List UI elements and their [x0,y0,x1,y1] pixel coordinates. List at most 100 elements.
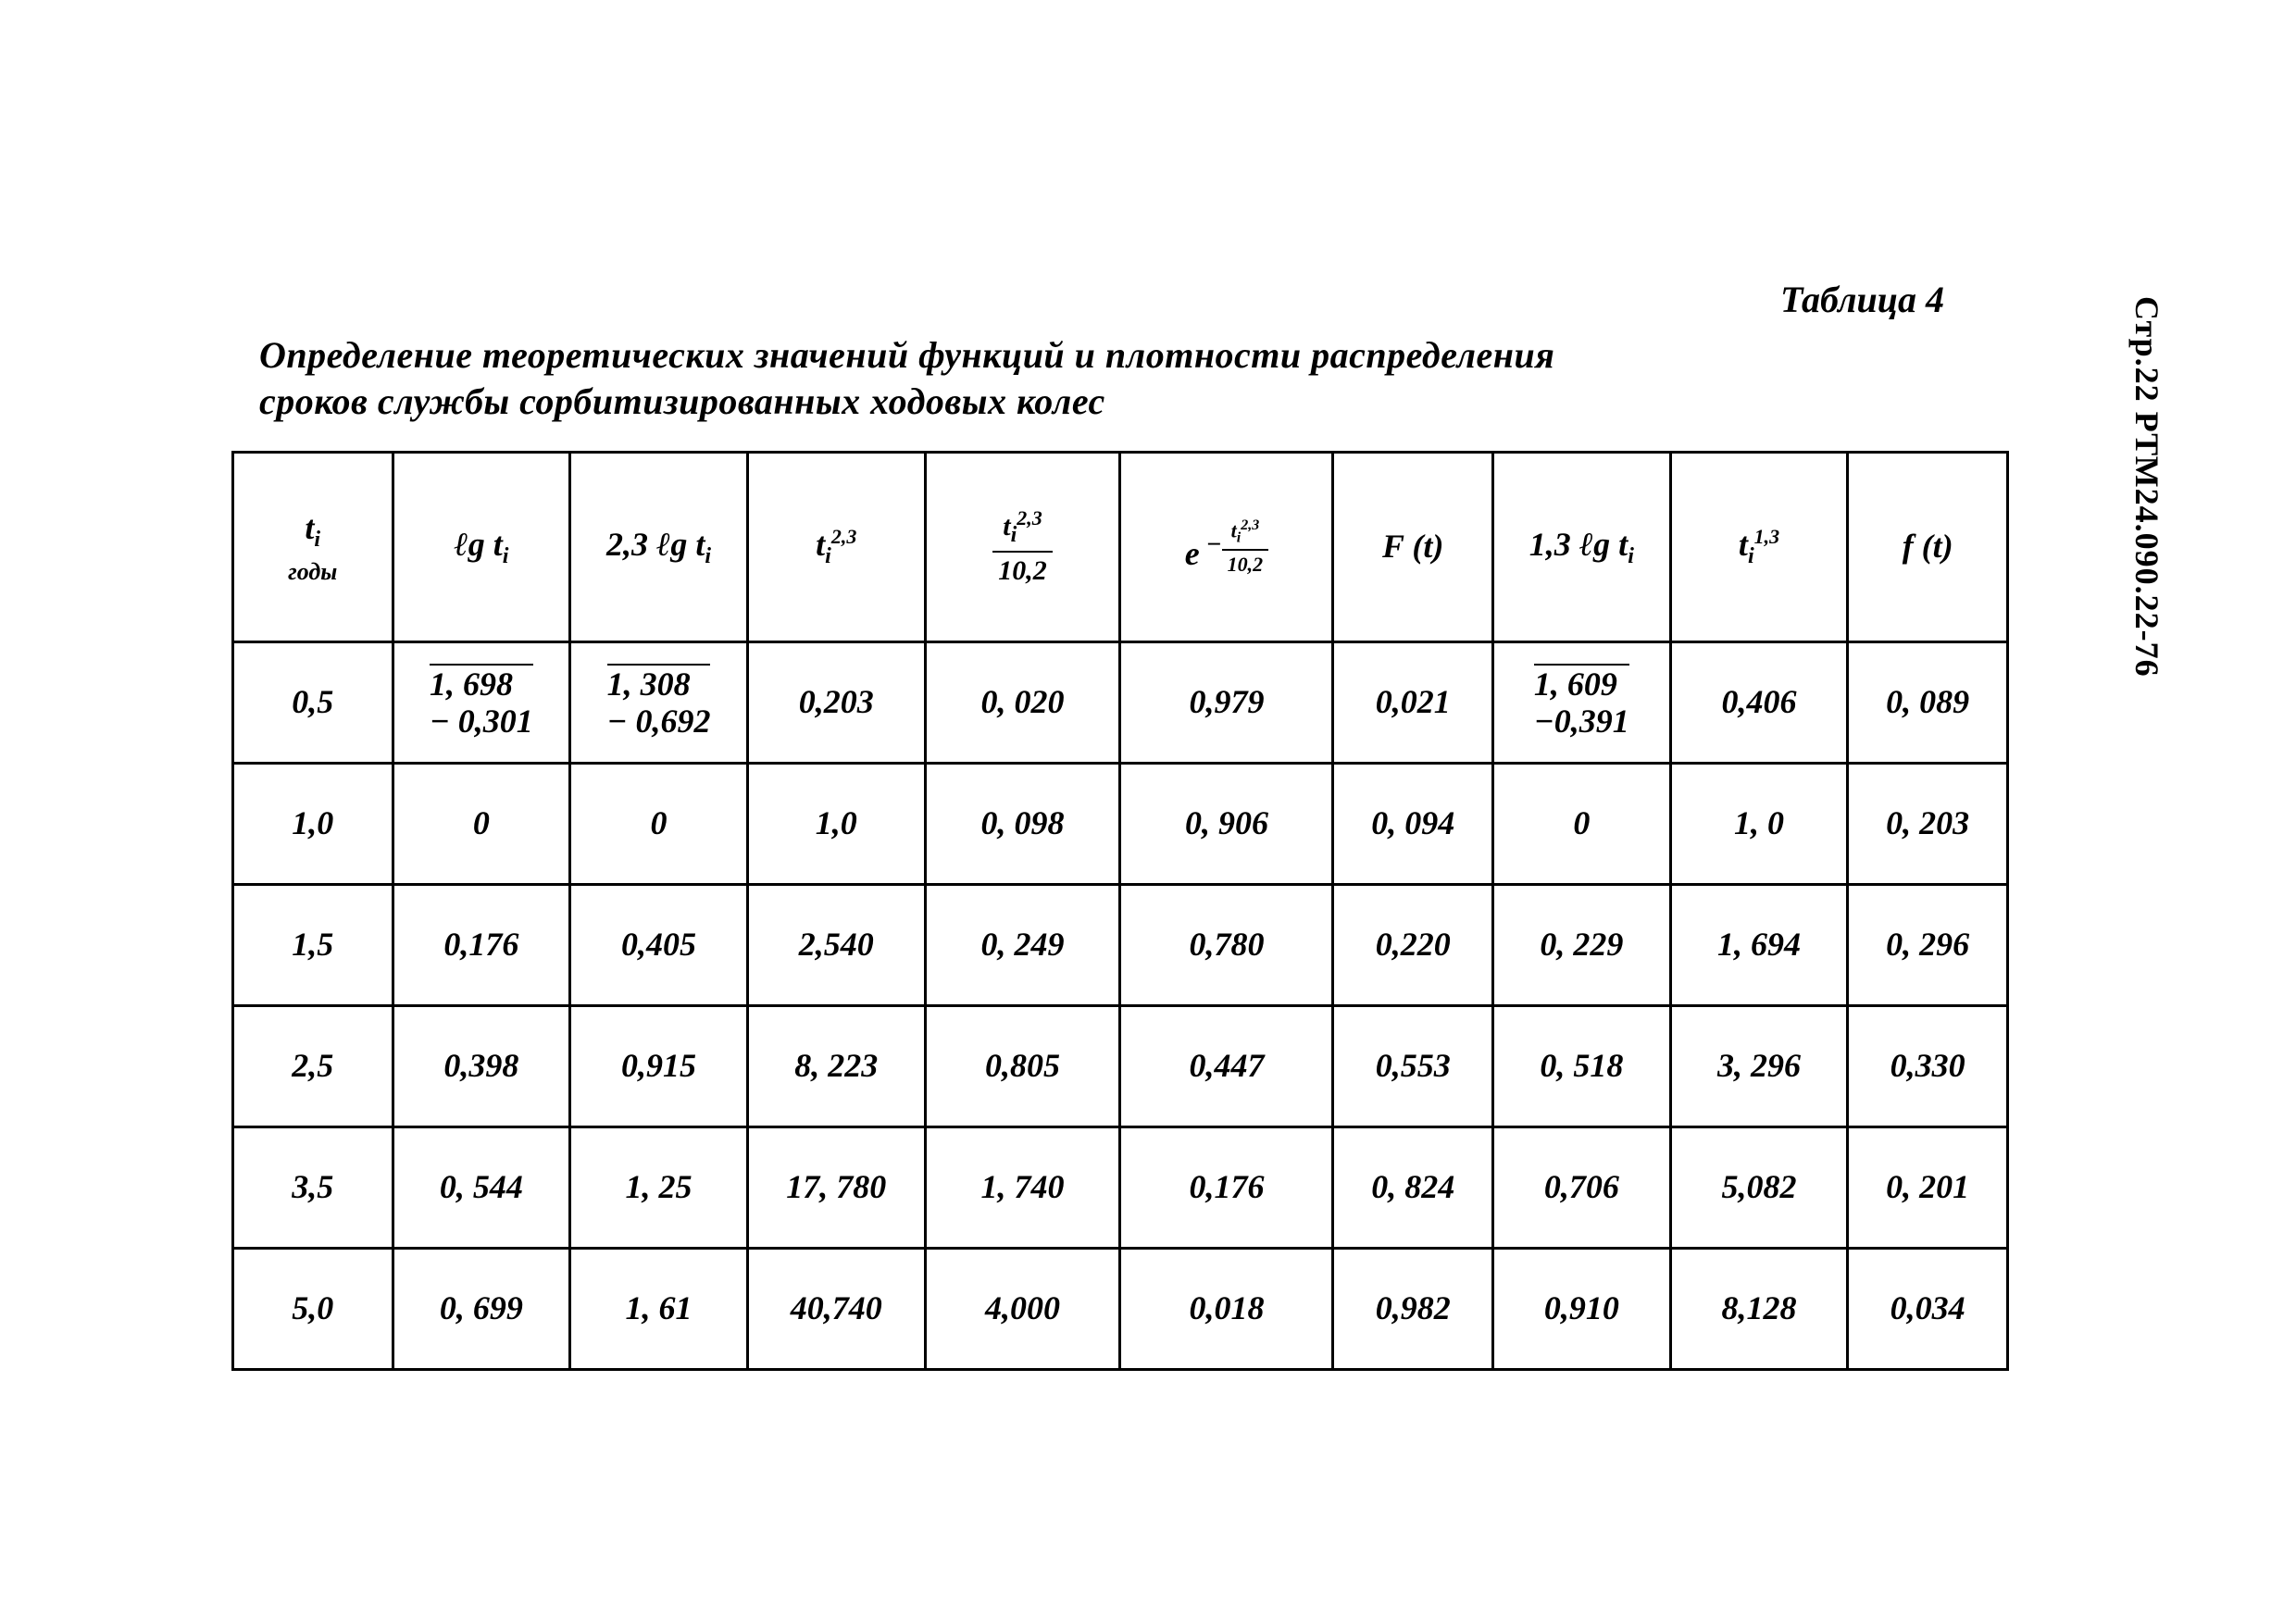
header-text: t [305,509,314,546]
cell-val-bottom: − 0,301 [430,703,533,741]
col-header-13lgti: 1,3 ℓg ti [1492,453,1670,642]
cell: 0, 094 [1333,764,1493,885]
header-text: ℓg t [454,526,502,563]
cell: 3, 296 [1670,1006,1848,1127]
header-sub: i [503,544,509,568]
cell: 17, 780 [747,1127,925,1249]
fraction: ti2,3 10,2 [992,506,1053,588]
cell: 1, 694 [1670,885,1848,1006]
cell: 2,5 [233,1006,393,1127]
cell: 0, 544 [393,1127,570,1249]
table-number: Таблица 4 [222,278,1944,321]
num-base: t [1003,511,1010,541]
data-table: ti годы ℓg ti 2,3 ℓg ti ti2,3 ti2,3 [231,451,2009,1371]
header-unit: годы [243,557,382,586]
cell: 0 [393,764,570,885]
cell: 0,176 [393,885,570,1006]
cell: 0,176 [1120,1127,1333,1249]
cell: 1, 609 −0,391 [1492,642,1670,764]
cell: 0,018 [1120,1249,1333,1370]
col-header-ft: f (t) [1848,453,2008,642]
cell: 0,805 [925,1006,1120,1127]
cell: 0,398 [393,1006,570,1127]
cell: 0,915 [570,1006,748,1127]
table-row: 1,5 0,176 0,405 2,540 0, 249 0,780 0,220… [233,885,2008,1006]
header-sup: 1,3 [1754,525,1780,548]
header-sub: i [705,544,711,568]
cell: 0, 089 [1848,642,2008,764]
header-text: t [816,526,825,563]
table-row: 1,0 0 0 1,0 0, 098 0, 906 0, 094 0 1, 0 … [233,764,2008,885]
cell: 0,405 [570,885,748,1006]
caption-line-1: Определение теоретических значений функц… [259,334,1554,376]
header-row: ti годы ℓg ti 2,3 ℓg ti ti2,3 ti2,3 [233,453,2008,642]
cell: 0,034 [1848,1249,2008,1370]
cell: 0 [1492,764,1670,885]
caption-line-2: сроков службы сорбитизированных ходовых … [259,380,1105,422]
cell: 1, 308 − 0,692 [570,642,748,764]
cell-val-top: 1, 308 [607,664,711,703]
cell: 0 [570,764,748,885]
col-header-23lgti: 2,3 ℓg ti [570,453,748,642]
cell: 1, 25 [570,1127,748,1249]
cell: 1, 740 [925,1127,1120,1249]
col-header-ti13: ti1,3 [1670,453,1848,642]
exp-den: 10,2 [1222,551,1269,577]
cell: 0, 098 [925,764,1120,885]
cell: 0, 229 [1492,885,1670,1006]
cell: 0,021 [1333,642,1493,764]
cell-val-bottom: −0,391 [1534,703,1629,741]
cell: 1, 0 [1670,764,1848,885]
cell: 8, 223 [747,1006,925,1127]
cell: 0, 699 [393,1249,570,1370]
cell: 1,5 [233,885,393,1006]
cell: 0, 020 [925,642,1120,764]
cell: 0,5 [233,642,393,764]
col-header-ti23: ti2,3 [747,453,925,642]
cell-val-top: 1, 609 [1534,664,1629,703]
col-header-Ft: F (t) [1333,453,1493,642]
cell: 3,5 [233,1127,393,1249]
num-sup: 2,3 [1017,506,1042,529]
e-base: e [1185,535,1200,572]
den: 10,2 [992,553,1053,588]
side-doc-id: Стр.22 РТМ24.090.22-76 [2128,296,2166,678]
header-text: 1,3 ℓg t [1529,526,1628,563]
header-sup: 2,3 [831,525,857,548]
col-header-ti23-over-102: ti2,3 10,2 [925,453,1120,642]
cell: 0,910 [1492,1249,1670,1370]
cell: 4,000 [925,1249,1120,1370]
table-row: 5,0 0, 699 1, 61 40,740 4,000 0,018 0,98… [233,1249,2008,1370]
cell: 5,0 [233,1249,393,1370]
table-row: 0,5 1, 698 − 0,301 1, 308 − 0,692 0,203 … [233,642,2008,764]
cell: 2,540 [747,885,925,1006]
cell: 0, 824 [1333,1127,1493,1249]
cell: 0,780 [1120,885,1333,1006]
cell: 0,220 [1333,885,1493,1006]
cell: 0,330 [1848,1006,2008,1127]
header-sub: i [314,528,320,552]
cell: 5,082 [1670,1127,1848,1249]
exp-num-sup: 2,3 [1241,517,1259,533]
cell: 0,979 [1120,642,1333,764]
cell: 0,706 [1492,1127,1670,1249]
table-caption: Определение теоретических значений функц… [259,332,2055,425]
table-row: 2,5 0,398 0,915 8, 223 0,805 0,447 0,553… [233,1006,2008,1127]
header-text: t [1739,526,1748,563]
cell: 1,0 [233,764,393,885]
cell: 40,740 [747,1249,925,1370]
cell: 0,553 [1333,1006,1493,1127]
cell: 0, 296 [1848,885,2008,1006]
cell: 0, 518 [1492,1006,1670,1127]
col-header-ti: ti годы [233,453,393,642]
table-row: 3,5 0, 544 1, 25 17, 780 1, 740 0,176 0,… [233,1127,2008,1249]
col-header-exp: e − ti2,3 10,2 [1120,453,1333,642]
cell-val-bottom: − 0,692 [607,703,711,741]
exp-fraction: ti2,3 10,2 [1222,517,1269,577]
cell: 1,0 [747,764,925,885]
cell: 0,447 [1120,1006,1333,1127]
header-sub: i [1628,544,1634,568]
cell: 0, 906 [1120,764,1333,885]
cell: 0, 203 [1848,764,2008,885]
cell: 0, 249 [925,885,1120,1006]
